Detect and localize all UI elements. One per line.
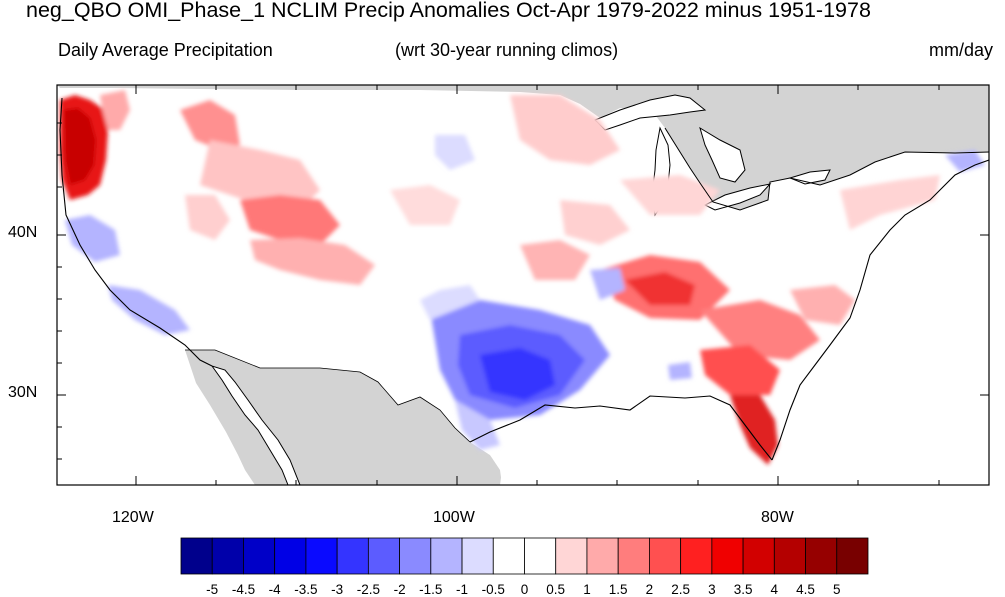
colorbar-label: 3	[708, 582, 716, 597]
lon-label-120w: 120W	[112, 509, 154, 526]
colorbar-box	[586, 537, 619, 575]
colorbar-box	[243, 537, 276, 575]
anomaly-nebraska-dry	[435, 135, 475, 170]
axis-ticks	[57, 85, 989, 485]
colorbar-label: 1	[583, 582, 591, 597]
colorbar-label: 5	[833, 582, 841, 597]
colorbar-label: -4	[268, 582, 281, 597]
anomaly-tennessee-core	[625, 272, 695, 305]
colorbar-label: 4	[770, 582, 779, 597]
colorbar-label: -0.5	[481, 582, 505, 597]
colorbar-box	[367, 537, 400, 575]
colorbar-box	[524, 537, 557, 575]
anomaly-pnw-wet-core	[64, 108, 96, 185]
colorbar-box	[617, 537, 650, 575]
anomaly-great-basin-wet	[185, 195, 230, 240]
canada-border	[664, 127, 989, 211]
colorbar-box	[461, 537, 494, 575]
anomaly-minnesota-wet	[510, 95, 620, 165]
west-coastline	[59, 97, 213, 367]
lat-label-40n: 40N	[8, 224, 38, 241]
anomaly-colorado-wet	[250, 238, 375, 285]
units-label: mm/day	[928, 40, 993, 60]
lake-erie	[703, 183, 772, 211]
anomaly-idaho-wet	[180, 100, 240, 150]
anomaly-arkansas-dry	[590, 268, 625, 300]
anomaly-patches	[60, 90, 985, 465]
anomaly-kansas-wet	[520, 240, 590, 280]
anomaly-iowa-wet	[560, 200, 630, 245]
anomaly-south-texas-fringe	[455, 400, 500, 450]
anomaly-northeast-wet	[840, 175, 940, 230]
colorbar-label: -2	[393, 582, 406, 597]
anomaly-ncal-dry	[65, 215, 120, 262]
colorbar-label: 0	[520, 582, 529, 597]
map-title: neg_QBO OMI_Phase_1 NCLIM Precip Anomali…	[26, 0, 871, 22]
anomaly-georgia-wet	[700, 345, 780, 395]
colorbar-box	[773, 537, 806, 575]
colorbar-box	[711, 537, 744, 575]
gulf-of-mexico	[470, 396, 790, 485]
lake-huron	[699, 126, 746, 183]
colorbar-box	[430, 537, 463, 575]
anomaly-wyoming-wet	[240, 195, 340, 245]
colorbar-label: -1.5	[419, 582, 443, 597]
colorbar-box	[399, 537, 432, 575]
anomaly-mississippi-dry	[668, 362, 692, 380]
anomaly-texas-fringe	[420, 285, 480, 320]
subtitle-center: (wrt 30-year running climos)	[395, 40, 619, 60]
lon-label-100w: 100W	[433, 509, 475, 526]
lon-label-80w: 80W	[761, 509, 794, 526]
east-coastline	[771, 159, 989, 461]
colorbar-label: -1	[455, 582, 469, 597]
colorbar-label: -5	[206, 582, 219, 597]
anomaly-maine-dry	[945, 150, 985, 172]
anomaly-dakota-wet	[390, 185, 460, 225]
colorbar-box	[211, 537, 244, 575]
colorbar-label: 0.5	[546, 582, 566, 597]
colorbar-label: 1.5	[608, 582, 628, 597]
atlantic-ocean	[780, 160, 989, 485]
colorbar-box	[492, 537, 525, 575]
colorbar-box	[336, 537, 369, 575]
colorbar-box	[742, 537, 775, 575]
mexico-border	[185, 349, 471, 443]
colorbar-label: 3.5	[733, 582, 753, 597]
colorbar-label: 2.5	[671, 582, 690, 597]
colorbar-box	[805, 537, 838, 575]
colorbar-box	[555, 537, 588, 575]
colorbar-label: 2	[645, 582, 654, 597]
anomaly-ohio-valley-wet	[620, 175, 720, 215]
colorbar-box	[274, 537, 307, 575]
map-plot-area	[57, 85, 989, 485]
colorbar-box	[180, 537, 213, 575]
colorbar-label: -3.5	[294, 582, 318, 597]
gulf-coastline	[469, 395, 773, 461]
colorbar-label: 4.5	[796, 582, 815, 597]
mexico-nodata-region	[185, 350, 502, 485]
colorbar-label: -3	[331, 582, 344, 597]
canada-nodata-region	[57, 85, 989, 210]
subtitle-left: Daily Average Precipitation	[58, 40, 273, 60]
lat-label-30n: 30N	[8, 384, 38, 401]
baja-gulf	[210, 365, 301, 485]
anomaly-texas-dry-deep	[480, 348, 555, 400]
anomaly-virginia-wet	[790, 285, 855, 325]
anomaly-carolinas-wet	[700, 300, 820, 360]
colorbar	[180, 537, 869, 575]
anomaly-pnw-fringe	[100, 90, 130, 130]
colorbar-label: -2.5	[356, 582, 381, 597]
anomaly-montana-wet	[200, 140, 320, 210]
lake-superior	[594, 94, 707, 131]
anomaly-florida-wet	[730, 395, 778, 465]
map-frame	[56, 84, 990, 486]
anomaly-scal-dry	[108, 285, 190, 335]
colorbar-box	[836, 537, 869, 575]
colorbar-box	[649, 537, 682, 575]
colorbar-box	[680, 537, 713, 575]
colorbar-box	[305, 537, 338, 575]
colorbar-label: -4.5	[231, 582, 256, 597]
